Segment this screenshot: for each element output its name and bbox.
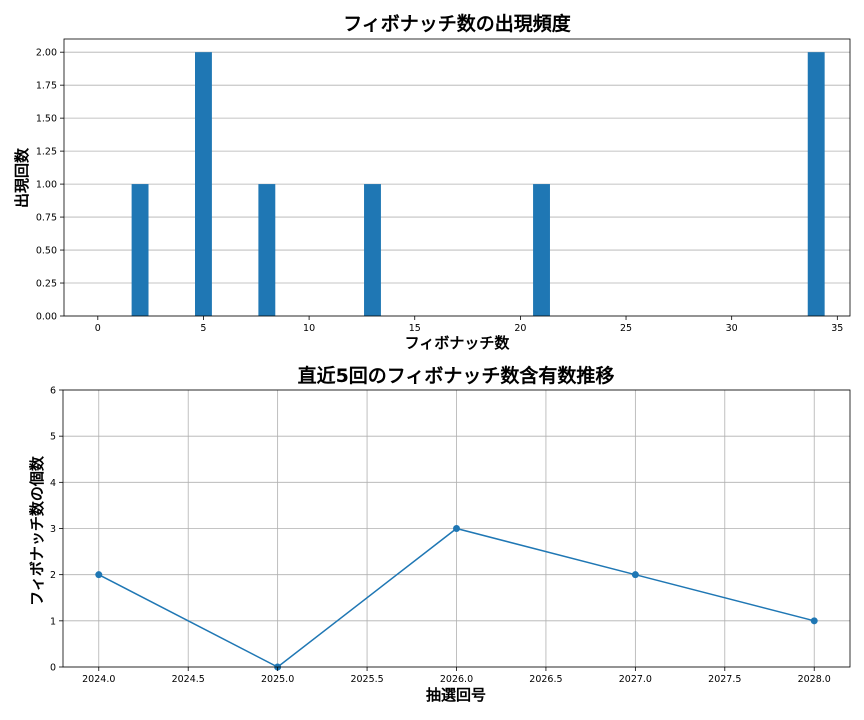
line-chart: 2024.0 2024.5 2025.0 2025.5 2026.0 2026.5 2027…: [28, 364, 851, 704]
bar-chart-x-tick-label: 5: [200, 323, 206, 334]
bar-chart-bar: [131, 184, 149, 316]
bar-chart-y-tick-label: 0.75: [36, 213, 57, 224]
bar-chart-x-tick-label: 20: [514, 323, 526, 334]
line-chart-x-tick-label: 2028.0: [798, 674, 831, 685]
line-chart-x-tick-label: 2025.0: [261, 674, 294, 685]
line-chart-point: [631, 571, 639, 579]
bar-chart-y-tick-label: 1.25: [36, 147, 57, 158]
bar-chart-bar: [258, 184, 276, 316]
line-chart-y-tick-label: 1: [50, 616, 56, 627]
line-chart-point: [453, 525, 460, 532]
bar-chart-y-tick-label: 2.00: [36, 48, 57, 59]
bar-chart-y-tick-label: 0.00: [36, 312, 57, 323]
bar-chart-y-tick-label: 1.75: [36, 81, 57, 92]
bar-chart-bar: [807, 52, 825, 316]
line-chart-point: [95, 571, 103, 579]
line-chart-x-tick-label: 2025.5: [350, 674, 383, 685]
bar-chart-x-tick-label: 10: [303, 323, 315, 334]
line-chart-x-tick-label: 2027.0: [619, 674, 652, 685]
line-chart-point: [810, 617, 818, 625]
bar-chart-bar: [364, 184, 381, 316]
line-chart-y-tick-label: 2: [50, 570, 56, 581]
bar-chart-bar: [195, 52, 212, 316]
bar-chart-x-tick-label: 30: [726, 323, 738, 334]
bar-chart-y-label: 出現回数: [13, 147, 31, 208]
bar-chart-x-tick-label: 35: [831, 323, 843, 334]
bar-chart: 0 5 10 15 20 25 30 35 0.00 0.25 0.50 0.75 1.00 1.25 1…: [13, 12, 851, 352]
bar-chart-x-label: フィボナッチ数: [405, 334, 511, 352]
line-chart-y-label: フィボナッチ数の個数: [28, 455, 46, 606]
line-chart-x-tick-label: 2024.5: [172, 674, 205, 685]
bar-chart-x-tick-label: 0: [95, 323, 101, 334]
line-chart-y-tick-label: 6: [50, 386, 56, 397]
line-chart-y-tick-label: 3: [50, 524, 56, 535]
bar-chart-y-tick-label: 0.25: [36, 279, 57, 290]
line-chart-y-ticks: 0 1 2 3 4 5 6: [50, 386, 63, 674]
bar-chart-frame: [63, 38, 851, 317]
bar-chart-y-ticks: 0.00 0.25 0.50 0.75 1.00 1.25 1.50 1.75 2.00: [36, 48, 64, 323]
bar-chart-y-tick-label: 0.50: [36, 246, 57, 257]
line-chart-title: 直近5回のフィボナッチ数含有数推移: [298, 364, 615, 387]
line-chart-y-tick-label: 0: [50, 663, 56, 674]
line-chart-x-tick-label: 2026.0: [440, 674, 473, 685]
bar-chart-x-tick-label: 25: [620, 323, 632, 334]
bar-chart-x-tick-label: 15: [409, 323, 421, 334]
line-chart-y-tick-label: 5: [50, 432, 56, 443]
line-chart-y-tick-label: 4: [50, 478, 56, 489]
line-chart-x-tick-label: 2027.5: [708, 674, 741, 685]
bar-chart-title: フィボナッチ数の出現頻度: [343, 12, 572, 35]
bar-chart-y-tick-label: 1.50: [36, 114, 57, 125]
bar-chart-bar: [533, 184, 550, 316]
line-chart-x-tick-label: 2024.0: [82, 674, 115, 685]
bar-chart-y-tick-label: 1.00: [36, 180, 57, 191]
bar-chart-bars: [131, 52, 825, 316]
bar-chart-gridlines: [64, 51, 850, 317]
line-chart-x-label: 抽選回号: [426, 686, 486, 704]
line-chart-markers: [95, 525, 818, 671]
line-chart-x-ticks: 2024.0 2024.5 2025.0 2025.5 2026.0 2026.5 2027…: [82, 667, 831, 685]
line-chart-x-tick-label: 2026.5: [529, 674, 562, 685]
bar-chart-x-ticks: 0 5 10 15 20 25 30 35: [95, 316, 843, 334]
